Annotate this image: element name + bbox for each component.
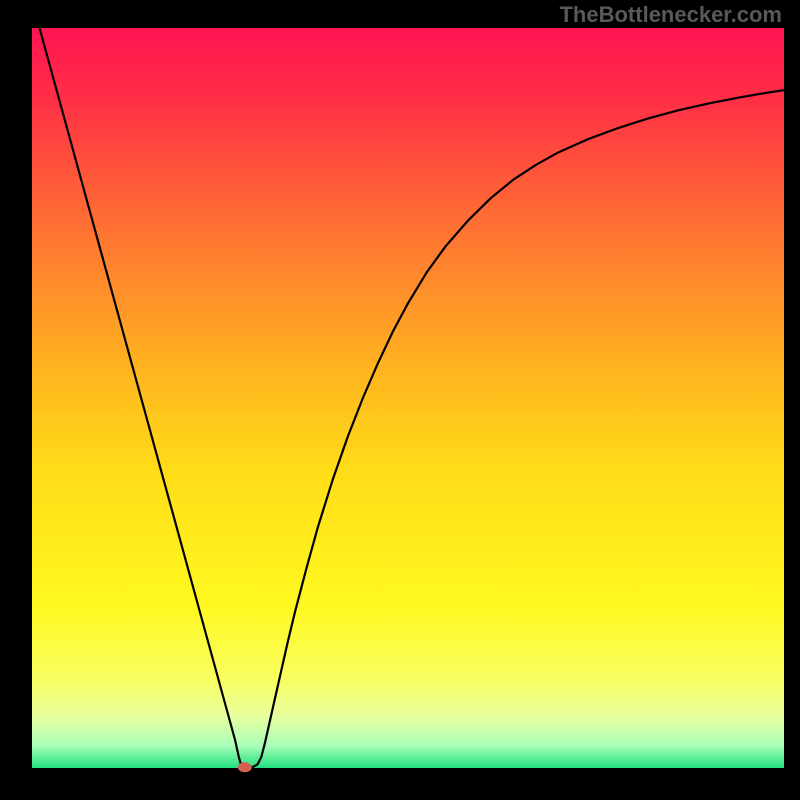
plot-background bbox=[32, 28, 784, 768]
chart-frame: TheBottlenecker.com bbox=[0, 0, 800, 800]
watermark-text: TheBottlenecker.com bbox=[559, 2, 782, 28]
chart-svg bbox=[0, 0, 800, 800]
optimum-marker bbox=[238, 762, 252, 772]
